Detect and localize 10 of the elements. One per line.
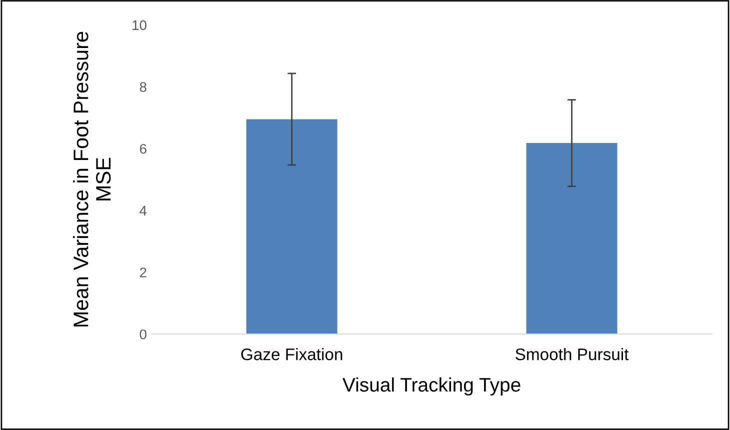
y-tick-label: 4 bbox=[140, 206, 147, 216]
y-tick-label: 0 bbox=[140, 329, 146, 340]
y-axis-title: Mean Variance in Foot Pressure MSE bbox=[73, 32, 111, 326]
x-tick-label: Gaze Fixation bbox=[241, 348, 342, 360]
y-tick-label: 2 bbox=[140, 268, 146, 278]
y-tick-label: 10 bbox=[132, 20, 146, 30]
x-axis-title: Visual Tracking Type bbox=[342, 377, 520, 396]
x-tick-label: Smooth Pursuit bbox=[516, 348, 629, 360]
y-tick-label: 8 bbox=[140, 82, 146, 92]
y-tick-label: 6 bbox=[140, 144, 146, 154]
